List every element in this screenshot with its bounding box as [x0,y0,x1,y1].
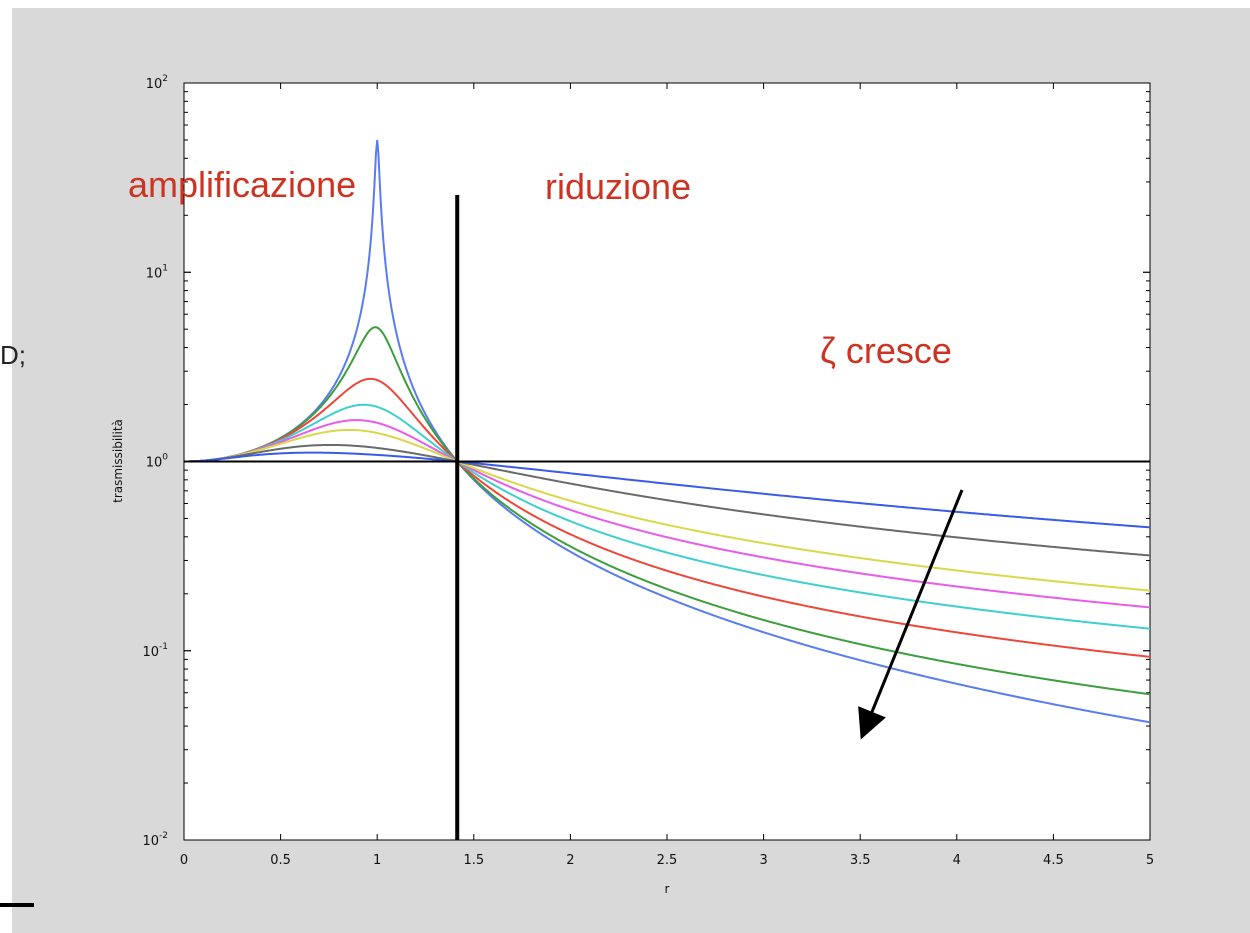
x-tick-label: 1.5 [463,853,484,868]
x-tick-label: 3.5 [850,853,871,868]
y-tick-label: 101 [146,263,168,281]
y-tick-exponent: -2 [159,831,168,841]
annotation-amplificazione: amplificazione [128,164,356,205]
left-edge-text: D; [0,340,26,370]
zeta-increase-arrow [858,489,964,740]
series-line-zeta-4 [184,419,1150,609]
x-tick-label: 1 [373,853,381,868]
x-axis-label: r [665,882,670,896]
y-tick-exponent: 0 [162,453,168,463]
y-tick-label: 10-2 [142,831,168,849]
series-line-zeta-1 [184,326,1150,696]
x-tick-label: 0.5 [270,853,291,868]
y-tick-label: 102 [146,74,168,92]
series-line-zeta-3 [184,403,1150,630]
series-line-zeta-2 [184,377,1150,658]
left-bottom-rule [0,903,34,907]
x-tick-label: 2 [566,853,574,868]
x-tick-label: 0 [180,853,188,868]
y-tick-label: 10-1 [142,642,168,660]
annotation-zeta-cresce: ζ cresce [820,330,952,371]
y-tick-base: 10 [146,77,163,92]
y-tick-base: 10 [146,266,163,281]
x-tick-label: 2.5 [657,853,678,868]
x-tick-label: 4 [953,853,961,868]
series-line-zeta-7 [184,451,1150,529]
y-tick-label: 100 [146,453,169,471]
series-line-zeta-6 [184,443,1150,557]
y-tick-base: 10 [142,834,159,849]
y-axis-label: trasmissibilità [111,419,125,503]
x-tick-labels: 0 0.5 1 1.5 2 2.5 3 3.5 4 4.5 5 [180,853,1154,868]
y-tick-exponent: 1 [162,263,168,273]
series-line-zeta-5 [184,428,1150,592]
annotation-riduzione: riduzione [545,166,691,207]
series-line-zeta-0 [184,139,1150,724]
y-tick-exponent: -1 [159,642,168,652]
x-tick-label: 5 [1146,853,1154,868]
x-tick-label: 4.5 [1043,853,1064,868]
x-tick-label: 3 [759,853,767,868]
y-tick-base: 10 [142,645,159,660]
y-tick-base: 10 [146,456,163,471]
y-tick-exponent: 2 [162,74,168,84]
series-group [184,139,1150,724]
